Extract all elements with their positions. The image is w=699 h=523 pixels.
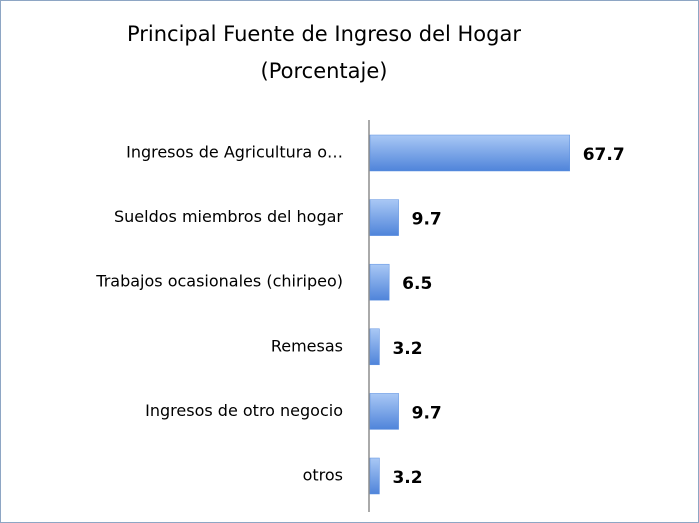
bar (369, 263, 390, 301)
value-label: 6.5 (402, 274, 432, 294)
value-label: 9.7 (412, 403, 442, 423)
value-label: 3.2 (392, 339, 422, 359)
bar (369, 457, 380, 495)
bar (369, 328, 380, 366)
value-label: 67.7 (583, 145, 625, 165)
category-label: otros (303, 466, 343, 485)
category-label: Trabajos ocasionales (chiripeo) (95, 272, 343, 291)
category-label: Sueldos miembros del hogar (114, 207, 343, 226)
category-label: Ingresos de otro negocio (145, 401, 343, 420)
category-label: Remesas (271, 336, 343, 355)
chart-title: Principal Fuente de Ingreso del Hogar (127, 22, 521, 46)
category-label: Ingresos de Agricultura o… (126, 143, 343, 162)
bar (369, 199, 399, 236)
chart-subtitle: (Porcentaje) (261, 59, 388, 83)
bar (369, 393, 399, 430)
value-label: 9.7 (412, 210, 442, 230)
value-label: 3.2 (392, 468, 422, 488)
bar (369, 134, 570, 172)
